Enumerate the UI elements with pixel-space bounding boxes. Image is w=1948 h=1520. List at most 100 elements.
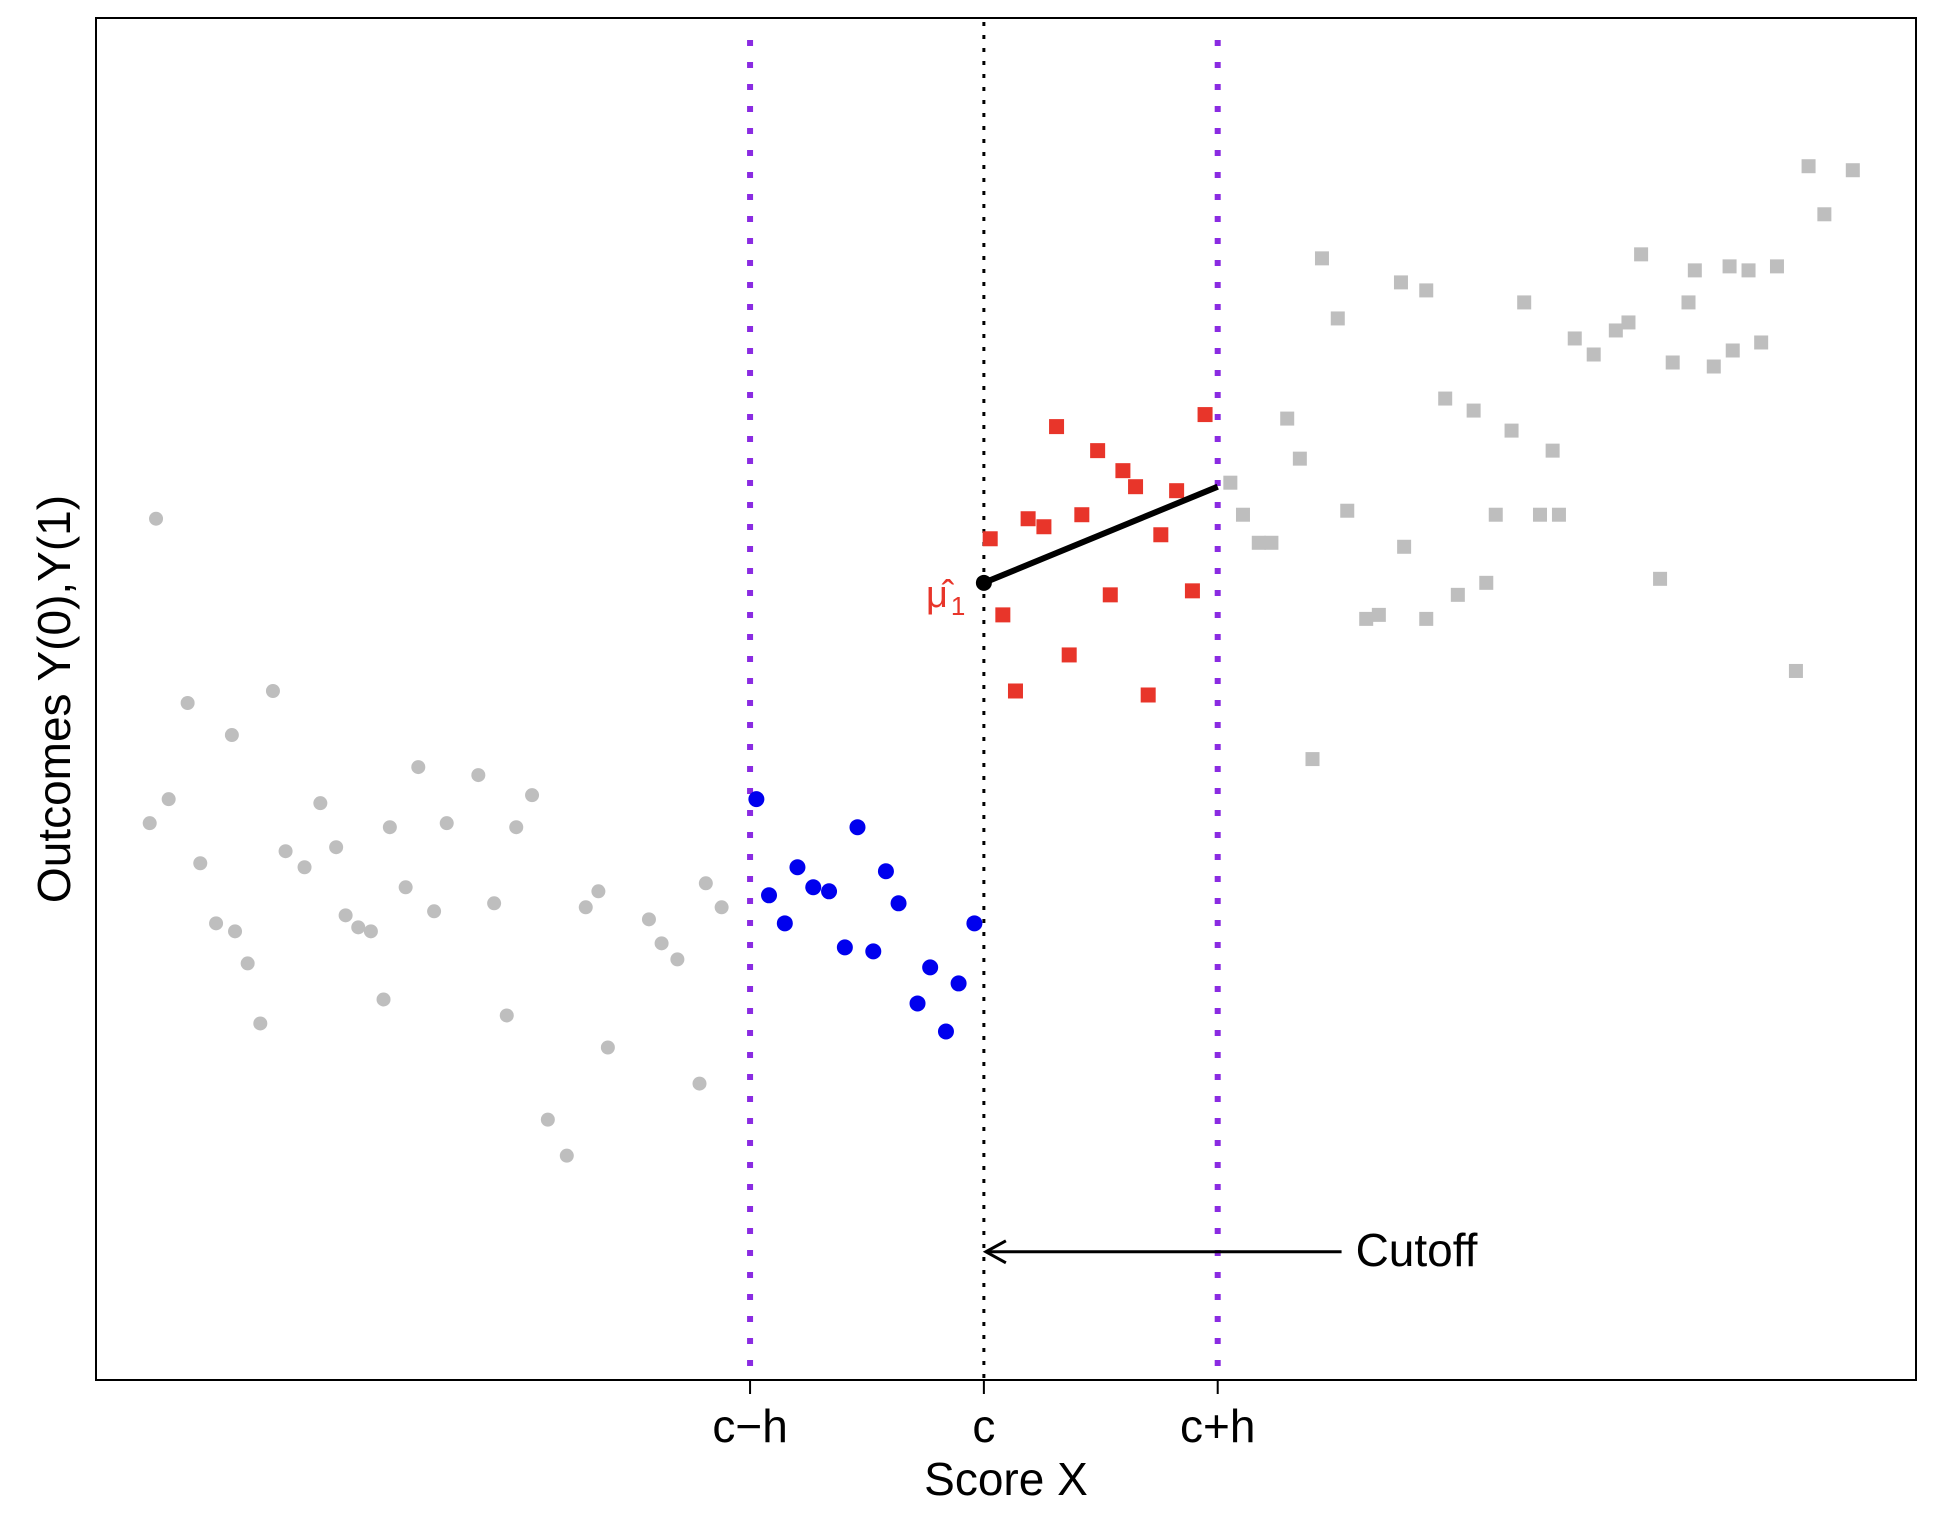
control-outside-point xyxy=(591,884,606,899)
control-outside-point xyxy=(439,816,454,831)
control-outside-point xyxy=(161,792,176,807)
treated-outside-point xyxy=(1722,259,1737,274)
control-in-band-point xyxy=(836,939,853,956)
control-outside-point xyxy=(411,760,426,775)
control-outside-point xyxy=(351,920,366,935)
cutoff-annotation: Cutoff xyxy=(982,1224,1478,1276)
control-outside-point xyxy=(224,728,239,743)
plot-frame xyxy=(95,17,1917,1381)
treated-outside-point xyxy=(1567,331,1582,346)
control-in-band-point xyxy=(937,1023,954,1040)
treated-outside-point xyxy=(1545,443,1560,458)
treated-outside-point xyxy=(1551,507,1566,522)
control-outside-point xyxy=(641,912,656,927)
treated-outside-point xyxy=(1788,663,1803,678)
control-outside-point xyxy=(471,768,486,783)
treated-in-band-point xyxy=(995,607,1011,623)
treated-outside-point xyxy=(1621,315,1636,330)
control-outside-point xyxy=(313,796,328,811)
treated-in-band-point xyxy=(1140,687,1156,703)
treated-outside-point xyxy=(1359,611,1374,626)
control-outside-point xyxy=(398,880,413,895)
control-in-band-point xyxy=(849,819,866,836)
control-outside-point xyxy=(338,908,353,923)
treated-in-band-point xyxy=(1074,507,1090,523)
control-outside-point xyxy=(329,840,344,855)
treated-in-band-point xyxy=(1184,583,1200,599)
treated-in-band-point xyxy=(1102,587,1118,603)
control-outside-point xyxy=(499,1008,514,1023)
treated-in-band-point xyxy=(1036,519,1052,535)
treated-in-band-point xyxy=(1169,483,1185,499)
treated-outside-point xyxy=(1466,403,1481,418)
treated-outside-point xyxy=(1419,611,1434,626)
treated-outside-point xyxy=(1665,355,1680,370)
control-outside-point xyxy=(149,511,164,526)
control-outside-point xyxy=(427,904,442,919)
control-outside-point xyxy=(698,876,713,891)
control-in-band-point xyxy=(821,883,838,900)
treated-outside-point xyxy=(1330,311,1345,326)
estimate-point xyxy=(975,574,992,591)
control-outside-point xyxy=(142,816,157,831)
data-points xyxy=(142,159,1860,1163)
treated-outside-point xyxy=(1706,359,1721,374)
treated-outside-point xyxy=(1264,535,1279,550)
x-tick-label: c−h xyxy=(712,1400,787,1452)
cutoff-annotation-label: Cutoff xyxy=(1356,1224,1478,1276)
treated-outside-point xyxy=(1450,587,1465,602)
control-outside-point xyxy=(240,956,255,971)
treated-outside-point xyxy=(1741,263,1756,278)
treated-in-band-point xyxy=(982,531,998,547)
x-tick-label: c xyxy=(972,1400,995,1452)
treated-in-band-point xyxy=(1115,463,1131,479)
treated-outside-point xyxy=(1292,451,1307,466)
control-in-band-point xyxy=(865,943,882,960)
control-in-band-point xyxy=(789,859,806,876)
treated-outside-point xyxy=(1223,475,1238,490)
y-axis-label: Outcomes Y(0),Y(1) xyxy=(28,495,80,903)
control-outside-point xyxy=(209,916,224,931)
treated-outside-point xyxy=(1340,503,1355,518)
x-axis-label: Score X xyxy=(924,1453,1088,1505)
control-in-band-point xyxy=(776,915,793,932)
control-outside-point xyxy=(670,952,685,967)
treated-outside-point xyxy=(1305,752,1320,767)
cutoff-arrow-head xyxy=(982,1239,1007,1265)
treated-outside-point xyxy=(1845,163,1860,178)
control-in-band-point xyxy=(761,887,778,904)
control-outside-point xyxy=(525,788,540,803)
control-outside-point xyxy=(714,900,729,915)
x-tick-label: c+h xyxy=(1180,1400,1255,1452)
control-in-band-point xyxy=(805,879,822,896)
treated-outside-point xyxy=(1488,507,1503,522)
treated-outside-point xyxy=(1754,335,1769,350)
treated-outside-point xyxy=(1653,571,1668,586)
treated-in-band-point xyxy=(1090,443,1106,459)
bandwidth-lines xyxy=(747,40,1221,1380)
control-outside-point xyxy=(382,820,397,835)
estimate-marker: μ̂ 1 xyxy=(926,574,992,621)
control-outside-point xyxy=(487,896,502,911)
treated-outside-point xyxy=(1280,411,1295,426)
treated-outside-point xyxy=(1532,507,1547,522)
treated-outside-point xyxy=(1397,539,1412,554)
treated-outside-point xyxy=(1769,259,1784,274)
control-outside-point xyxy=(228,924,243,939)
treated-outside-point xyxy=(1634,247,1649,262)
treated-in-band-point xyxy=(1020,511,1036,527)
control-outside-point xyxy=(180,696,195,711)
control-outside-point xyxy=(692,1076,707,1091)
treated-outside-point xyxy=(1681,295,1696,310)
treated-in-band-point xyxy=(1007,683,1023,699)
control-outside-point xyxy=(654,936,669,951)
control-outside-point xyxy=(376,992,391,1007)
control-in-band-point xyxy=(877,863,894,880)
control-outside-point xyxy=(509,820,524,835)
treated-outside-point xyxy=(1817,207,1832,222)
x-axis: c−h c c+h xyxy=(712,1380,1255,1452)
treated-outside-point xyxy=(1235,507,1250,522)
treated-outside-point xyxy=(1419,283,1434,298)
treated-in-band-point xyxy=(1061,647,1077,663)
